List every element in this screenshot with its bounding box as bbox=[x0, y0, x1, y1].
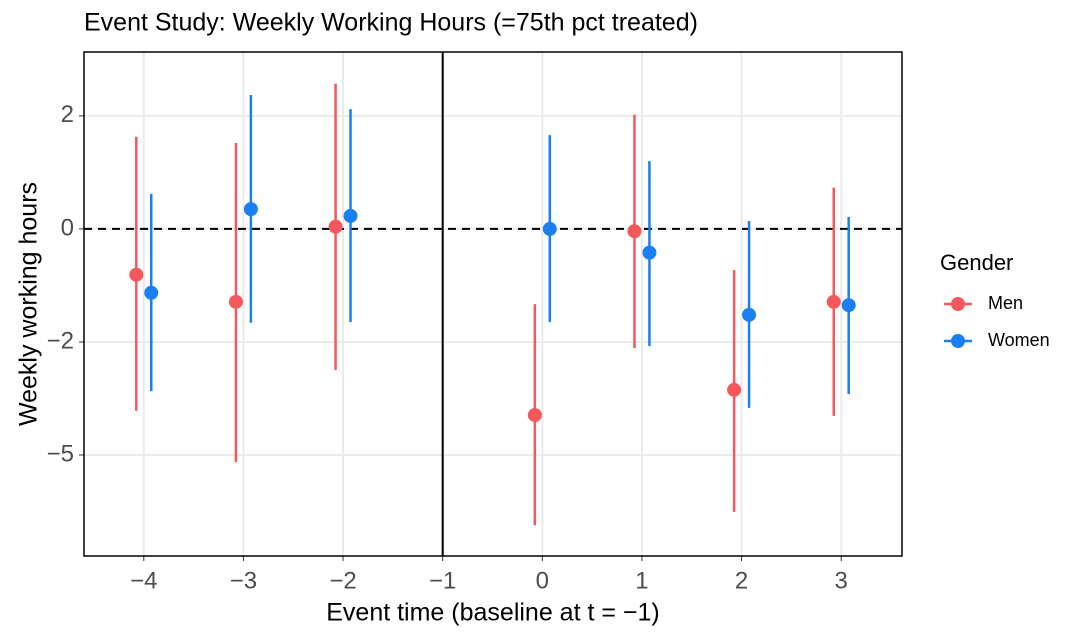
point bbox=[727, 382, 742, 397]
point bbox=[742, 307, 757, 322]
x-tick-label: −1 bbox=[429, 567, 456, 594]
point bbox=[542, 221, 557, 236]
legend-label: Women bbox=[988, 330, 1050, 350]
point bbox=[841, 298, 856, 313]
point bbox=[642, 245, 657, 260]
legend-title: Gender bbox=[940, 250, 1013, 275]
legend-label: Men bbox=[988, 293, 1023, 313]
point bbox=[527, 408, 542, 423]
x-tick-label: 0 bbox=[536, 567, 549, 594]
legend-key-point bbox=[951, 334, 965, 348]
point bbox=[144, 285, 159, 300]
y-tick-label: 0 bbox=[61, 214, 74, 241]
y-axis-title: Weekly working hours bbox=[15, 182, 43, 426]
point bbox=[627, 224, 642, 239]
y-tick-label: 2 bbox=[61, 101, 74, 128]
x-tick-label: 1 bbox=[635, 567, 648, 594]
point bbox=[343, 208, 358, 223]
x-tick-label: 3 bbox=[835, 567, 848, 594]
plot-border bbox=[83, 51, 903, 557]
point bbox=[826, 294, 841, 309]
chart-title: Event Study: Weekly Working Hours (=75th… bbox=[84, 9, 698, 37]
x-axis-title: Event time (baseline at t = −1) bbox=[326, 599, 660, 627]
x-tick-label: −3 bbox=[230, 567, 257, 594]
point bbox=[228, 294, 243, 309]
plot-background bbox=[84, 52, 902, 556]
y-tick-label: −2 bbox=[47, 327, 74, 354]
point bbox=[328, 219, 343, 234]
x-tick-label: 2 bbox=[735, 567, 748, 594]
point bbox=[129, 267, 144, 282]
x-tick-label: −2 bbox=[329, 567, 356, 594]
y-tick-label: −5 bbox=[47, 440, 74, 467]
x-tick-label: −4 bbox=[130, 567, 157, 594]
legend-key-point bbox=[951, 297, 965, 311]
point bbox=[243, 202, 258, 217]
